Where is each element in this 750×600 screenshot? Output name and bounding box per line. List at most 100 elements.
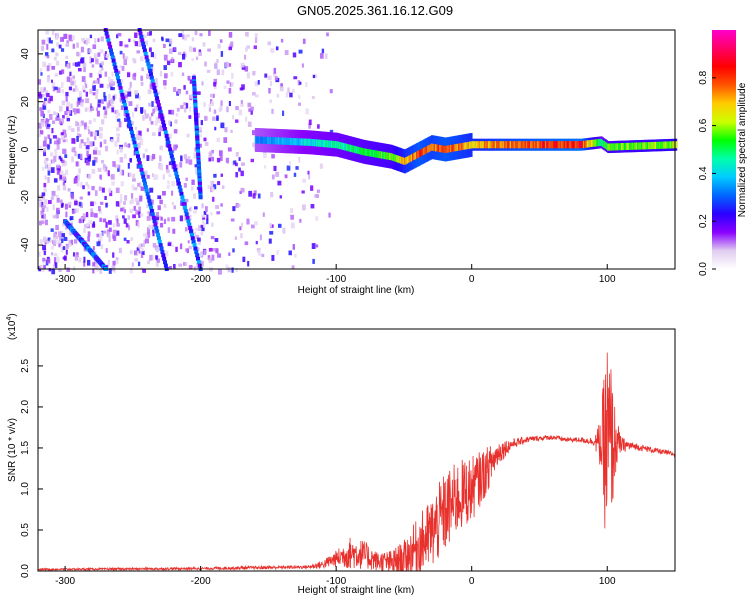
noise-cell	[145, 238, 149, 244]
noise-cell	[50, 40, 53, 44]
noise-cell	[78, 123, 82, 127]
noise-cell	[216, 69, 220, 76]
noise-cell	[198, 51, 202, 57]
streak-cell	[129, 130, 134, 135]
streak-cell	[147, 198, 152, 203]
noise-cell	[204, 61, 207, 67]
noise-cell	[38, 91, 42, 97]
noise-cell	[80, 182, 83, 188]
noise-cell	[124, 195, 128, 201]
noise-cell	[40, 119, 45, 125]
noise-cell	[213, 82, 217, 87]
noise-cell	[132, 173, 136, 179]
noise-cell	[142, 268, 146, 273]
noise-cell	[181, 30, 184, 35]
noise-cell	[184, 198, 189, 203]
ridge-core	[417, 150, 420, 158]
noise-cell	[114, 164, 119, 169]
streak-cell	[136, 157, 141, 162]
noise-cell	[149, 31, 152, 36]
noise-cell	[155, 116, 160, 123]
noise-cell	[197, 133, 202, 138]
noise-cell	[313, 74, 318, 78]
noise-cell	[57, 169, 62, 173]
ridge-core	[595, 139, 598, 147]
noise-cell	[140, 186, 145, 191]
ridge-core	[348, 144, 351, 152]
noise-cell	[162, 191, 166, 196]
streak-cell	[116, 79, 121, 84]
noise-cell	[60, 37, 64, 42]
ridge-core	[511, 141, 514, 149]
noise-cell	[183, 183, 187, 188]
noise-cell	[43, 236, 47, 243]
streak-cell	[152, 86, 157, 91]
noise-cell	[123, 153, 127, 159]
noise-cell	[299, 81, 302, 85]
noise-cell	[150, 51, 154, 58]
noise-cell	[223, 85, 227, 89]
ridge-core	[630, 142, 633, 150]
ridge-core	[489, 141, 492, 149]
ridge-core	[475, 141, 478, 149]
noise-cell	[144, 170, 148, 176]
noise-cell	[89, 141, 94, 147]
noise-cell	[47, 177, 50, 183]
noise-cell	[58, 44, 62, 49]
noise-cell	[242, 256, 246, 263]
noise-cell	[291, 89, 295, 93]
noise-cell	[151, 101, 154, 107]
ridge-core	[566, 141, 569, 149]
noise-cell	[136, 50, 141, 54]
noise-cell	[91, 223, 96, 228]
streak-cell	[161, 253, 166, 258]
noise-cell	[232, 248, 235, 253]
noise-cell	[166, 60, 171, 66]
noise-cell	[240, 187, 245, 193]
noise-cell	[307, 170, 310, 175]
noise-cell	[218, 268, 222, 275]
streak-cell	[155, 96, 160, 101]
noise-cell	[280, 38, 284, 43]
ridge-core	[632, 142, 636, 150]
noise-cell	[127, 91, 132, 97]
noise-cell	[271, 154, 275, 159]
ridge-core	[286, 137, 289, 145]
noise-cell	[39, 239, 43, 244]
noise-cell	[154, 82, 159, 88]
ridge-core	[416, 151, 419, 159]
noise-cell	[189, 206, 193, 212]
noise-cell	[128, 38, 131, 43]
ridge-core	[479, 141, 483, 149]
noise-cell	[252, 142, 255, 148]
noise-cell	[62, 185, 67, 191]
ridge-core	[268, 136, 271, 145]
noise-cell	[194, 164, 199, 168]
noise-cell	[90, 208, 93, 213]
streak-cell	[135, 150, 140, 155]
noise-cell	[60, 48, 65, 52]
noise-cell	[148, 102, 151, 107]
noise-cell	[126, 97, 129, 103]
snr-y-ticks: 0.00.51.01.52.02.5	[20, 359, 43, 578]
ridge-core	[658, 141, 661, 149]
ridge-core	[665, 141, 668, 149]
noise-cell	[117, 164, 121, 169]
noise-cell	[70, 239, 74, 246]
ridge-core	[573, 141, 576, 149]
noise-cell	[68, 110, 72, 114]
noise-cell	[120, 79, 124, 84]
noise-cell	[215, 248, 219, 254]
ridge-core	[558, 141, 561, 149]
ridge-core	[413, 152, 416, 161]
noise-cell	[102, 218, 107, 223]
spectrogram-x-label: Height of straight line (km)	[298, 285, 415, 296]
noise-cell	[137, 135, 141, 140]
noise-cell	[204, 115, 208, 121]
noise-cell	[183, 85, 186, 90]
ridge-core	[620, 143, 623, 151]
noise-cell	[280, 83, 283, 88]
noise-cell	[256, 248, 261, 252]
streak-cell	[178, 188, 183, 193]
noise-cell	[110, 86, 113, 91]
